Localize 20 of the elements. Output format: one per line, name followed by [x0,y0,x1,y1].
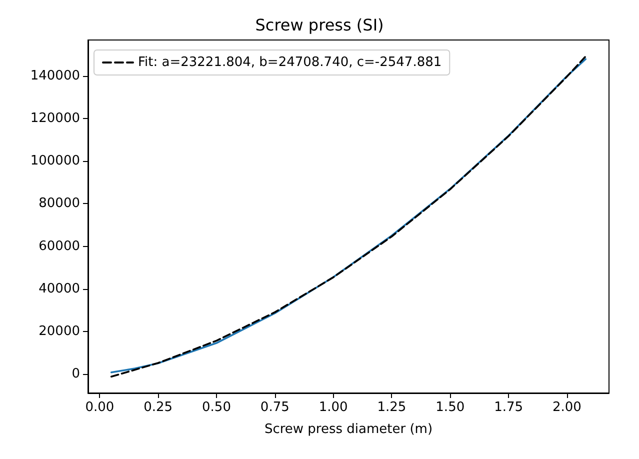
x-tick-label: 0.50 [202,400,231,415]
y-tick-label: 40000 [38,281,80,296]
y-tick-label: 120000 [30,111,80,126]
x-tick-label: 1.25 [377,400,406,415]
y-tick-label: 60000 [38,238,80,254]
x-tick-label: 0.00 [85,400,114,415]
y-tick-label: 140000 [30,68,80,84]
y-tick-label: 80000 [38,196,80,212]
x-tick-label: 0.25 [144,400,173,415]
y-tick-label: 20000 [38,324,80,339]
y-tick-label: 100000 [30,154,80,169]
x-tick-label: 0.75 [260,400,290,415]
x-tick-label: 1.00 [318,400,348,415]
y-tick-label: 0 [72,366,80,382]
x-tick-label: 1.75 [494,400,524,415]
x-tick-label: 1.50 [436,400,465,415]
x-axis-title: Screw press diameter (m) [264,422,433,437]
legend-label: Fit: a=23221.804, b=24708.740, c=-2547.881 [138,55,442,70]
x-tick-label: 2.00 [552,400,582,415]
chart-title: Screw press (SI) [255,16,384,34]
